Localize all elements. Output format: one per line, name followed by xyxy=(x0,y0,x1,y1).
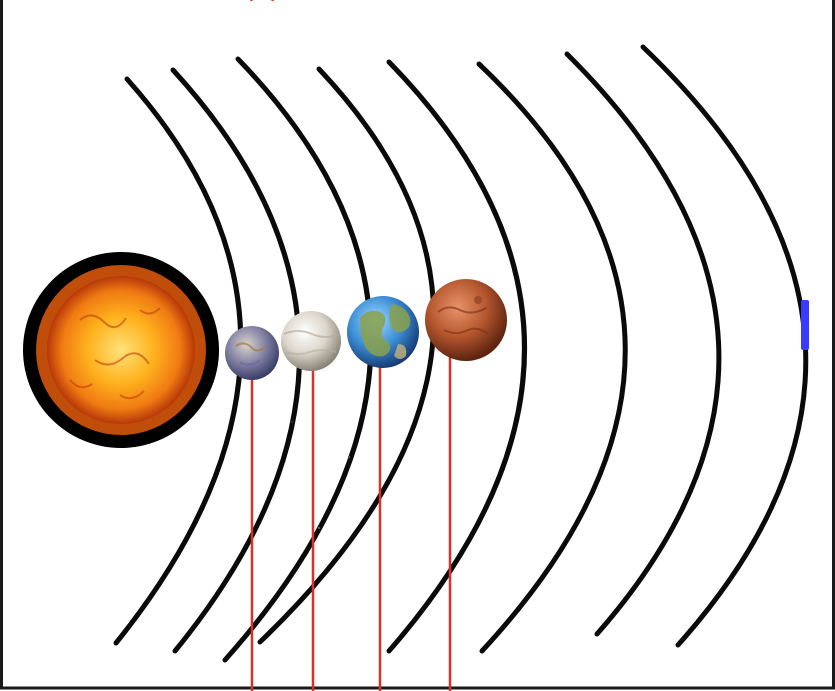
speck xyxy=(347,455,351,459)
orbit-7 xyxy=(564,51,722,637)
speck xyxy=(290,420,294,424)
pointer-line-group xyxy=(250,350,452,691)
orbit-4 xyxy=(257,66,437,645)
orbit-group xyxy=(113,44,809,663)
speck xyxy=(317,526,321,530)
sun-icon xyxy=(23,252,219,448)
orbit-8-marker xyxy=(801,300,809,350)
mars-planet-icon xyxy=(425,279,507,361)
orbit-5 xyxy=(386,59,527,654)
earth-planet-icon xyxy=(347,296,419,368)
venus-planet-icon xyxy=(281,311,341,371)
orbit-6 xyxy=(476,61,628,654)
mercury-planet-icon xyxy=(225,326,279,380)
orbit-8 xyxy=(640,44,809,648)
